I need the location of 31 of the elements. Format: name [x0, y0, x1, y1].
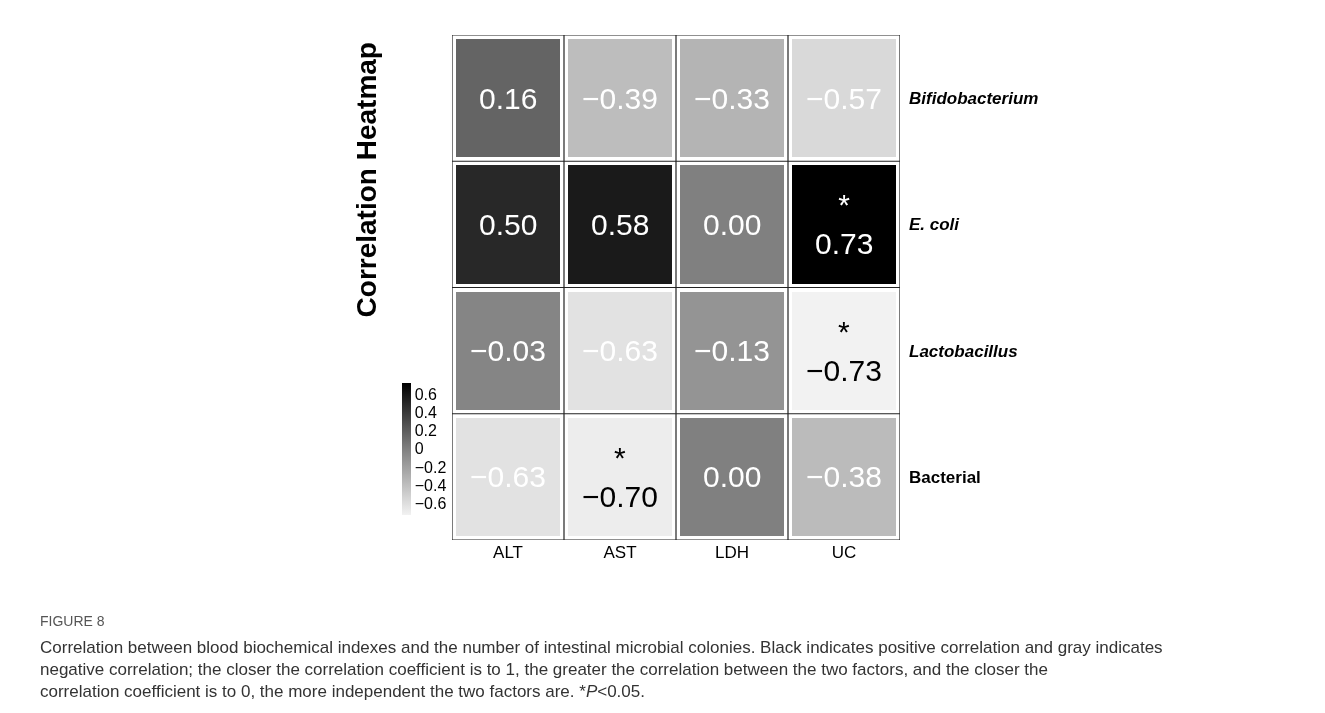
data-label: −0.03: [470, 334, 546, 367]
data-label: * 0.73: [815, 188, 874, 260]
color-bar-label: −0.2: [414, 458, 447, 476]
y-tick-label: Bacterial: [909, 467, 981, 487]
text: Correlation between blood biochemical indexes and the number of intestinal microbial colonies. Black indicates positive correlation and gray indicates negative correlation; the closer the correlation coefficient is to 1, the greater the correlation between the two factors, and the closer the correlation coefficient is to 0, the more independent the two factors are. *P<0.05.: [40, 638, 1163, 702]
x-tick-label: UC: [831, 543, 857, 562]
y-tick-label: E. coli: [909, 215, 961, 235]
data-label: −0.38: [806, 460, 882, 493]
color-bar-label: −0.6: [414, 494, 447, 512]
data-label: 0.58: [591, 208, 650, 241]
color-bar-label: 0.4: [414, 404, 438, 422]
data-label: −0.33: [694, 82, 770, 115]
x-tick-label: ALT: [493, 543, 523, 562]
text: Correlation Heatmap: [351, 42, 383, 318]
data-label: −0.39: [582, 82, 658, 115]
data-label: * −0.70: [582, 441, 658, 513]
caption: FIGURE 8: [40, 613, 105, 629]
data-label: 0.00: [703, 208, 762, 241]
color-bar-label: 0: [414, 440, 424, 458]
color-bar-label: −0.4: [414, 476, 447, 494]
data-label: 0.16: [479, 82, 538, 115]
data-label: 0.00: [703, 460, 762, 493]
y-tick-label: Bifidobacterium: [909, 89, 1039, 109]
y-tick-label: Lactobacillus: [909, 341, 1018, 361]
x-tick-label: AST: [603, 543, 637, 562]
data-label: −0.13: [694, 334, 770, 367]
data-label: 0.50: [479, 208, 538, 241]
x-tick-label: LDH: [714, 543, 750, 562]
data-label: * −0.73: [806, 315, 882, 387]
color-bar-label: 0.2: [414, 422, 438, 440]
color-bar-label: 0.6: [414, 386, 438, 404]
